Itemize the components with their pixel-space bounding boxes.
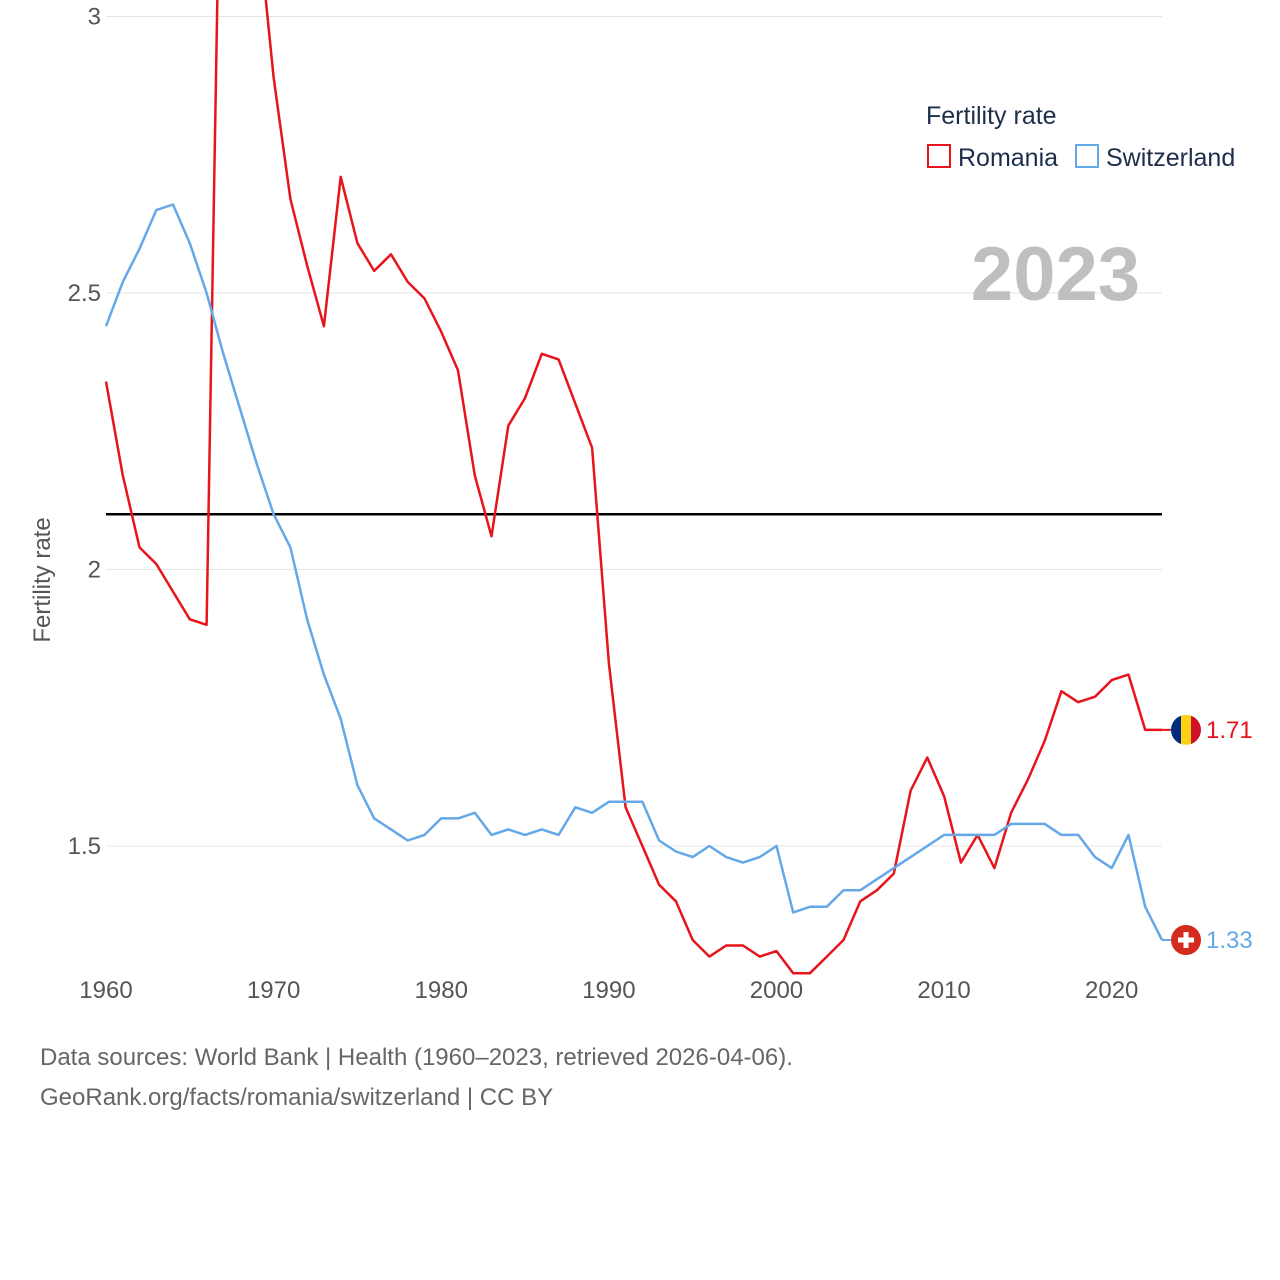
legend-label: Romania <box>958 144 1058 172</box>
series-lines <box>104 0 1164 975</box>
legend-title: Fertility rate <box>926 102 1057 130</box>
series-line-switzerland <box>104 203 1164 941</box>
y-axis-label: Fertility rate <box>29 517 56 642</box>
x-tick-label: 1960 <box>79 977 132 1004</box>
y-tick-label: 1.5 <box>68 833 101 860</box>
x-tick-label: 1990 <box>582 977 635 1004</box>
romania-flag-icon <box>1162 714 1201 745</box>
x-tick-label: 2010 <box>917 977 970 1004</box>
legend-label: Switzerland <box>1106 144 1235 172</box>
x-axis-ticks: 1960 1970 1980 1990 2000 2010 2020 <box>79 977 1138 1004</box>
y-tick-label: 2.5 <box>68 280 101 307</box>
y-axis-ticks: 1.522.533.5 <box>68 4 101 861</box>
end-value-label-romania: 1.71 <box>1206 717 1253 744</box>
legend-swatch <box>1075 144 1099 168</box>
y-tick-label: 3 <box>88 4 101 31</box>
legend-item-romania[interactable]: Romania <box>927 144 1058 172</box>
year-label: 2023 <box>971 232 1140 317</box>
footer-credit[interactable]: GeoRank.org/facts/romania/switzerland | … <box>40 1084 554 1111</box>
switzerland-flag-icon <box>1162 925 1201 956</box>
grid-lines <box>106 16 1162 847</box>
series-line-romania <box>104 0 1162 975</box>
legend: Fertility rate Romania Switzerland <box>926 102 1235 172</box>
footer-sources: Data sources: World Bank | Health (1960–… <box>40 1044 793 1071</box>
end-value-label-switzerland: 1.33 <box>1206 927 1253 954</box>
legend-swatch <box>927 144 951 168</box>
x-tick-label: 1970 <box>247 977 300 1004</box>
y-tick-label: 2 <box>88 557 101 584</box>
x-tick-label: 2000 <box>750 977 803 1004</box>
end-markers: 1.71 1.33 <box>1162 714 1253 956</box>
x-tick-label: 1980 <box>415 977 468 1004</box>
legend-item-switzerland[interactable]: Switzerland <box>1075 144 1235 172</box>
x-tick-label: 2020 <box>1085 977 1138 1004</box>
